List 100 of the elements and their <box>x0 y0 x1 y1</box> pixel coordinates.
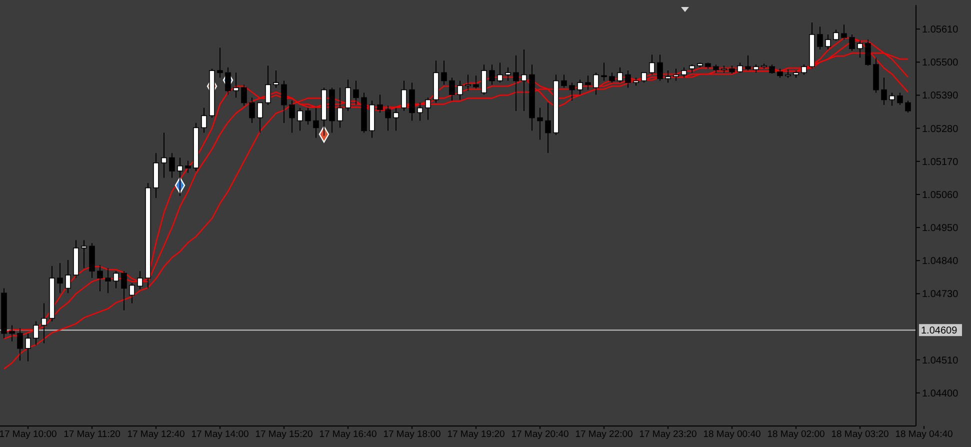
candlestick <box>201 107 207 134</box>
candlestick <box>569 82 575 102</box>
candlestick <box>377 94 383 114</box>
x-tick-label: 17 May 15:20 <box>255 429 313 440</box>
candlestick <box>249 97 255 124</box>
candlestick <box>129 282 135 304</box>
candlestick <box>593 72 599 96</box>
candlestick <box>289 100 295 134</box>
candlestick <box>401 80 407 112</box>
candlestick <box>257 102 263 134</box>
x-tick-label: 17 May 12:40 <box>127 429 185 440</box>
candlestick <box>465 74 471 92</box>
candlestick <box>513 55 519 112</box>
x-tick-label: 18 May 03:20 <box>831 429 889 440</box>
x-tick-label: 18 May 04:40 <box>895 429 953 440</box>
candlestick <box>273 70 279 88</box>
candlestick <box>473 75 479 90</box>
candlestick <box>489 64 495 86</box>
candlestick <box>905 100 911 114</box>
y-tick-label: 1.04730 <box>922 289 959 300</box>
x-tick-label: 17 May 22:00 <box>575 429 633 440</box>
candlestick <box>425 97 431 120</box>
candlestick <box>737 62 743 74</box>
candlestick <box>25 332 31 362</box>
candlestick <box>81 240 87 269</box>
candlestick <box>161 132 167 178</box>
x-tick-label: 18 May 00:40 <box>703 429 761 440</box>
candlestick <box>617 67 623 84</box>
candlestick <box>881 77 887 106</box>
candlestick <box>865 39 871 66</box>
ref-line-label: 1.04609 <box>921 326 958 337</box>
x-tick-label: 17 May 14:00 <box>191 429 249 440</box>
candlestick <box>833 29 839 41</box>
candlestick <box>57 262 63 294</box>
y-tick-label: 1.05390 <box>922 90 959 102</box>
candlestick <box>521 49 527 112</box>
candlestick <box>601 62 607 82</box>
candlestick <box>217 47 223 78</box>
candlestick <box>113 270 119 289</box>
candlestick <box>497 62 503 84</box>
candlestick <box>345 79 351 112</box>
candlestick <box>889 92 895 106</box>
candlestick <box>233 72 239 98</box>
candlestick <box>121 270 127 311</box>
candlestick <box>297 107 303 132</box>
candlestick <box>281 80 287 124</box>
candlestick <box>745 55 751 72</box>
candlestick <box>857 40 863 58</box>
candlestick <box>185 160 191 174</box>
candlestick <box>305 107 311 126</box>
y-tick-label: 1.05500 <box>922 58 959 69</box>
candlestick <box>265 65 271 106</box>
candlestick <box>665 70 671 84</box>
candlestick <box>649 54 655 76</box>
candlestick <box>897 92 903 106</box>
candlestick <box>537 107 543 140</box>
candlestick <box>225 67 231 96</box>
candlestick <box>313 107 319 138</box>
candlestick <box>337 87 343 128</box>
candlestick <box>849 34 855 52</box>
candlestick <box>137 270 143 290</box>
x-tick-label: 17 May 16:40 <box>319 429 377 440</box>
candlestick <box>769 64 775 74</box>
candlestick <box>505 67 511 82</box>
candlestick <box>105 268 111 294</box>
candlestick <box>393 107 399 132</box>
y-tick-label: 1.04950 <box>922 223 959 234</box>
candlestick <box>561 74 567 88</box>
candlestick <box>657 54 663 82</box>
candlestick <box>353 80 359 106</box>
y-tick-label: 1.05610 <box>922 24 959 36</box>
candlestick <box>9 324 15 342</box>
candlestick <box>625 70 631 88</box>
candlestick <box>457 80 463 100</box>
y-tick-label: 1.04400 <box>922 388 959 400</box>
x-tick-label: 17 May 20:40 <box>511 429 569 440</box>
candlestick <box>65 260 71 294</box>
candlestick <box>817 26 823 50</box>
candlestick <box>241 84 247 106</box>
candlestick <box>441 60 447 86</box>
candlestick <box>385 105 391 132</box>
candlestick <box>177 157 183 196</box>
x-tick-label: 17 May 19:20 <box>447 429 505 440</box>
candlestick <box>41 302 47 344</box>
x-tick-label: 17 May 18:00 <box>383 429 441 440</box>
y-tick-label: 1.04510 <box>922 355 959 366</box>
x-tick-label: 18 May 02:00 <box>767 429 825 440</box>
candlestick <box>641 72 647 84</box>
candlestick <box>825 34 831 50</box>
candlestick <box>801 64 807 76</box>
candlestick <box>673 68 679 82</box>
candlestick <box>17 328 23 361</box>
candlestick <box>585 75 591 90</box>
candlestick <box>481 64 487 96</box>
x-tick-label: 17 May 10:00 <box>0 429 57 440</box>
candlestick <box>777 68 783 78</box>
candlestick <box>449 77 455 102</box>
y-tick-label: 1.05280 <box>922 124 959 135</box>
y-tick-label: 1.04840 <box>922 256 959 268</box>
y-tick-label: 1.05170 <box>922 156 959 168</box>
